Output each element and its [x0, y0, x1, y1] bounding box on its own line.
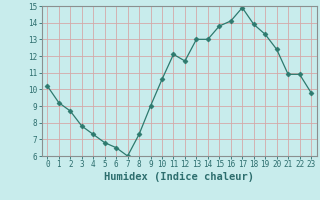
X-axis label: Humidex (Indice chaleur): Humidex (Indice chaleur): [104, 172, 254, 182]
